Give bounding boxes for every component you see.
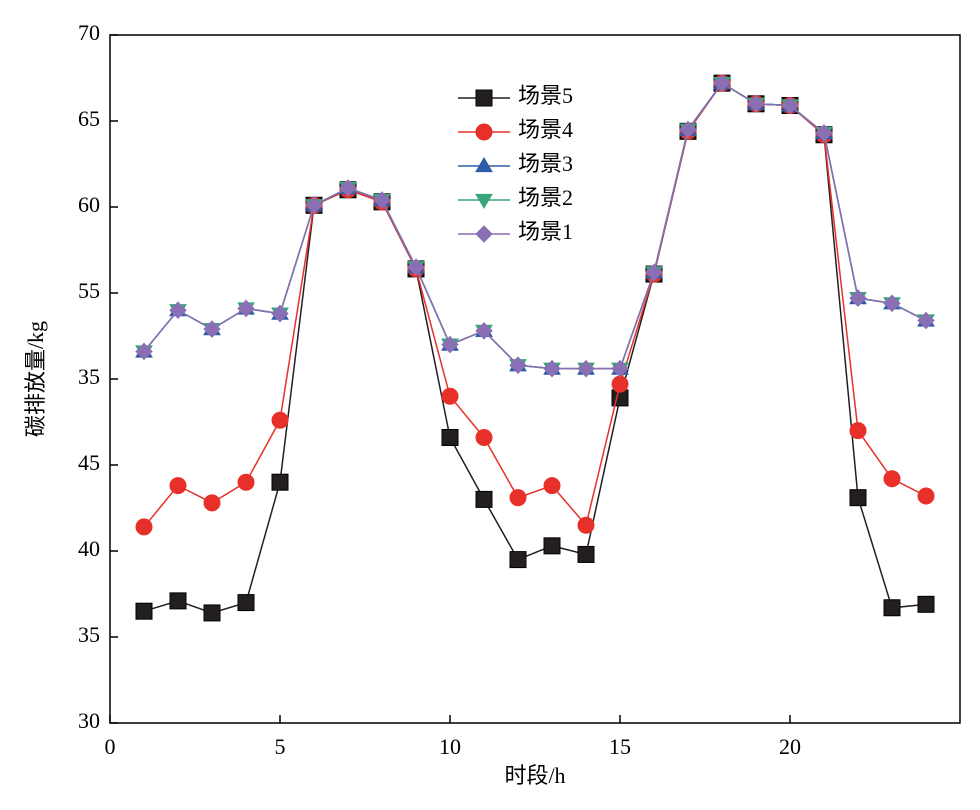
y-tick-label: 45 <box>78 450 100 475</box>
marker <box>509 551 527 569</box>
y-tick-label: 65 <box>78 106 100 131</box>
marker <box>305 196 323 214</box>
series-line <box>143 82 927 528</box>
legend-label: 场景1 <box>518 219 573 244</box>
x-axis-label: 时段/h <box>504 763 565 788</box>
marker <box>577 359 595 378</box>
y-axis-label: 碳排放量/kg <box>23 321 48 437</box>
marker <box>747 95 765 113</box>
marker <box>135 602 153 620</box>
marker <box>135 518 153 536</box>
y-tick-label: 30 <box>78 708 100 733</box>
marker <box>441 428 459 446</box>
marker <box>543 537 561 555</box>
marker <box>169 592 187 610</box>
marker <box>441 335 459 354</box>
marker <box>577 545 595 563</box>
marker <box>203 494 221 512</box>
marker <box>543 359 561 378</box>
marker <box>611 359 629 378</box>
y-tick-label: 60 <box>78 192 100 217</box>
marker <box>849 289 867 307</box>
marker <box>509 356 527 374</box>
marker <box>441 387 459 405</box>
marker <box>475 193 493 209</box>
legend-label: 场景2 <box>518 185 573 210</box>
marker <box>883 470 901 488</box>
marker <box>475 490 493 508</box>
y-tick-label: 35 <box>78 364 100 389</box>
marker <box>849 489 867 507</box>
marker <box>203 320 221 338</box>
marker <box>883 294 901 313</box>
legend-label: 场景3 <box>518 151 573 176</box>
marker <box>237 473 255 491</box>
marker <box>475 322 493 340</box>
marker <box>917 311 935 330</box>
marker <box>883 599 901 617</box>
y-tick-label: 35 <box>78 622 100 647</box>
x-tick-label: 5 <box>275 734 286 759</box>
marker <box>169 301 187 319</box>
marker <box>917 487 935 505</box>
marker <box>271 473 289 491</box>
marker <box>475 428 493 446</box>
marker <box>475 89 493 107</box>
x-tick-label: 20 <box>779 734 801 759</box>
marker <box>815 124 833 142</box>
marker <box>645 263 663 282</box>
marker <box>917 595 935 613</box>
legend-label: 场景5 <box>518 83 573 108</box>
y-tick-label: 70 <box>78 20 100 45</box>
marker <box>679 120 697 139</box>
marker <box>849 422 867 440</box>
x-tick-label: 0 <box>105 734 116 759</box>
marker <box>373 191 391 209</box>
marker <box>169 477 187 495</box>
marker <box>475 225 493 243</box>
marker <box>271 304 289 323</box>
marker <box>475 157 493 173</box>
marker <box>611 375 629 393</box>
marker <box>509 489 527 507</box>
y-tick-label: 40 <box>78 536 100 561</box>
legend-label: 场景4 <box>518 117 573 142</box>
marker <box>339 179 357 197</box>
marker <box>407 258 425 276</box>
marker <box>577 516 595 534</box>
marker <box>203 604 221 622</box>
marker <box>271 411 289 429</box>
marker <box>713 74 731 92</box>
marker <box>543 477 561 495</box>
x-tick-label: 10 <box>439 734 461 759</box>
marker <box>475 123 493 141</box>
marker <box>237 299 255 318</box>
y-tick-label: 55 <box>78 278 100 303</box>
marker <box>135 342 153 361</box>
marker <box>237 594 255 612</box>
x-tick-label: 15 <box>609 734 631 759</box>
marker <box>781 96 799 115</box>
